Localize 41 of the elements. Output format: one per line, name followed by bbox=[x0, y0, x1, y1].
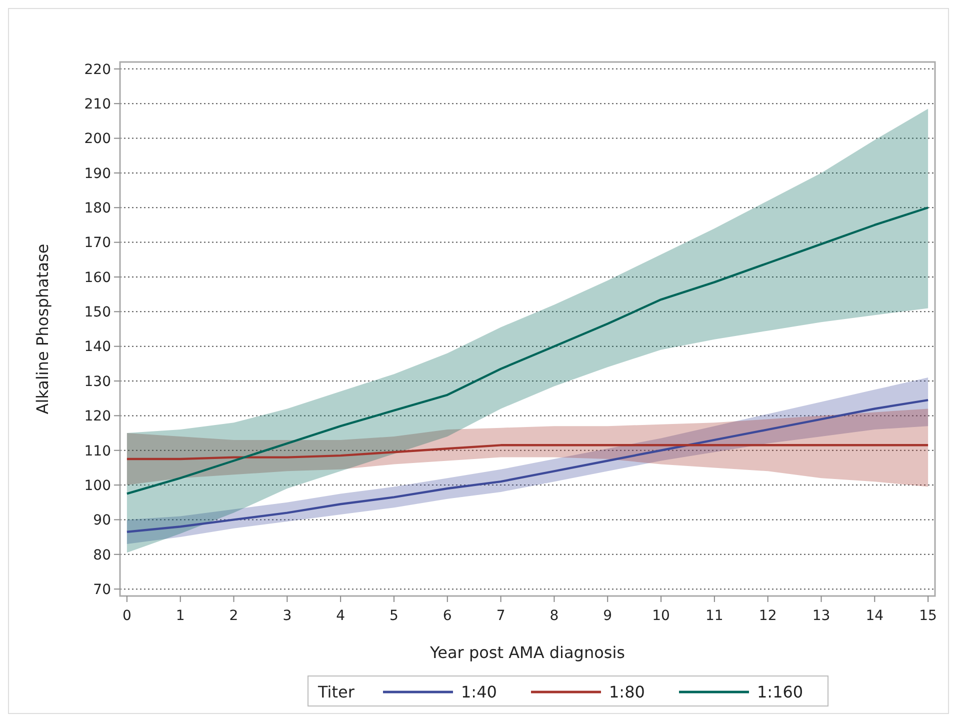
x-tick-label: 15 bbox=[919, 608, 937, 624]
x-tick-label: 3 bbox=[282, 608, 292, 624]
legend-label: 1:160 bbox=[757, 682, 804, 702]
x-tick-label: 7 bbox=[496, 608, 506, 624]
x-tick-label: 14 bbox=[866, 608, 884, 624]
y-tick-label: 140 bbox=[84, 339, 111, 356]
x-tick-label: 1 bbox=[176, 608, 185, 624]
x-tick-label: 0 bbox=[122, 608, 132, 624]
x-tick-label: 12 bbox=[758, 608, 777, 624]
y-tick-label: 90 bbox=[93, 512, 111, 529]
x-tick-label: 4 bbox=[336, 608, 346, 624]
x-tick-label: 11 bbox=[706, 608, 724, 624]
y-tick-label: 160 bbox=[84, 270, 111, 286]
y-tick-label: 170 bbox=[84, 235, 111, 252]
x-tick-label: 8 bbox=[550, 608, 559, 624]
y-tick-label: 210 bbox=[84, 96, 111, 113]
x-tick-label: 13 bbox=[812, 608, 830, 624]
y-tick-label: 100 bbox=[84, 478, 111, 494]
x-tick-label: 5 bbox=[390, 608, 398, 624]
line-series bbox=[126, 444, 930, 460]
legend-label: 1:80 bbox=[609, 682, 645, 702]
y-tick-label: 120 bbox=[84, 408, 111, 425]
y-tick-label: 180 bbox=[84, 200, 111, 217]
y-tick-label: 190 bbox=[84, 166, 111, 182]
x-tick-label: 6 bbox=[442, 608, 452, 624]
y-tick-label: 200 bbox=[84, 131, 111, 148]
y-tick-label: 130 bbox=[84, 374, 111, 390]
y-axis-title: Alkaline Phosphatase bbox=[33, 244, 52, 414]
y-tick-label: 220 bbox=[84, 62, 111, 78]
y-tick-label: 150 bbox=[84, 304, 111, 321]
line-series bbox=[126, 398, 930, 533]
x-tick-label: 10 bbox=[652, 608, 670, 624]
y-tick-label: 110 bbox=[84, 443, 111, 460]
x-tick-label: 9 bbox=[603, 608, 612, 624]
legend-title: Titer bbox=[317, 682, 355, 702]
y-tick-label: 80 bbox=[93, 547, 111, 564]
y-tick-label: 70 bbox=[93, 582, 111, 598]
legend-label: 1:40 bbox=[461, 682, 497, 702]
line-series bbox=[126, 206, 930, 495]
x-axis-title: Year post AMA diagnosis bbox=[429, 643, 625, 662]
x-tick-label: 2 bbox=[229, 608, 238, 624]
